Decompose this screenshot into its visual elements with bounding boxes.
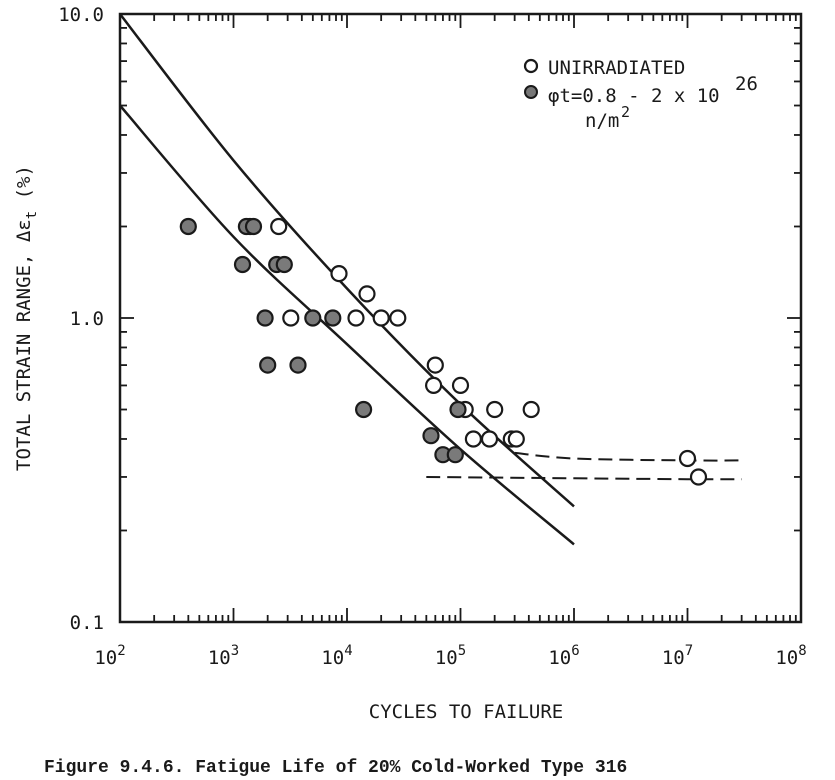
legend-filled-circle-marker bbox=[524, 85, 538, 99]
unirradiated-endurance-line bbox=[514, 451, 742, 462]
legend: UNIRRADIATED φt=0.8 - 2 x 10 26 n/m 2 bbox=[523, 57, 758, 132]
x-tick-base: 10 bbox=[662, 647, 685, 669]
irradiated-point bbox=[446, 446, 464, 464]
y-tick-label: 10.0 bbox=[58, 4, 104, 26]
unirradiated-point bbox=[507, 430, 525, 448]
unirradiated-point bbox=[689, 468, 708, 486]
x-tick-base: 10 bbox=[775, 647, 798, 669]
irradiated-point bbox=[244, 217, 263, 236]
y-tick-label: 0.1 bbox=[70, 612, 104, 634]
x-tick-exponent: 6 bbox=[571, 643, 579, 659]
irradiated-point bbox=[259, 356, 277, 374]
y-axis-label-subscript: t bbox=[24, 211, 40, 219]
x-tick-label: 105 bbox=[435, 643, 466, 669]
unirradiated-point bbox=[678, 449, 697, 468]
irradiated-point bbox=[355, 400, 373, 419]
x-tick-label: 108 bbox=[775, 643, 806, 669]
x-tick-exponent: 5 bbox=[458, 643, 466, 659]
unirradiated-point bbox=[347, 309, 365, 327]
unirradiated-point bbox=[464, 430, 482, 448]
x-tick-base: 10 bbox=[208, 647, 231, 669]
y-axis-title: TOTAL STRAIN RANGE, Δεt (%) bbox=[13, 165, 40, 471]
irradiated-point bbox=[304, 309, 322, 327]
data-points bbox=[179, 217, 708, 486]
x-axis-label: CYCLES TO FAILURE bbox=[369, 701, 563, 723]
legend-irradiated-unit: n/m bbox=[585, 110, 619, 132]
unirradiated-point bbox=[522, 400, 540, 419]
irradiated-point bbox=[179, 217, 197, 236]
irradiated-fit-line bbox=[119, 104, 575, 546]
unirradiated-point bbox=[330, 265, 348, 283]
unirradiated-point bbox=[425, 376, 443, 394]
irradiated-point bbox=[324, 309, 342, 327]
irradiated-point bbox=[275, 255, 293, 274]
y-axis-label: TOTAL STRAIN RANGE, Δε bbox=[13, 219, 35, 471]
legend-irradiated-unit-exponent: 2 bbox=[621, 103, 630, 121]
x-tick-base: 10 bbox=[548, 647, 571, 669]
axis-ticks bbox=[119, 14, 801, 623]
x-tick-label: 107 bbox=[662, 643, 693, 669]
unirradiated-point bbox=[451, 376, 470, 394]
irradiated-point bbox=[233, 255, 252, 274]
x-tick-exponent: 2 bbox=[117, 643, 125, 659]
unirradiated-point bbox=[389, 309, 407, 327]
x-tick-label: 103 bbox=[208, 643, 239, 669]
legend-irradiated-exponent: 26 bbox=[735, 73, 758, 95]
figure-caption: Figure 9.4.6. Fatigue Life of 20% Cold-W… bbox=[44, 758, 627, 778]
legend-irradiated-label: φt=0.8 - 2 x 10 bbox=[548, 85, 720, 107]
x-tick-label: 106 bbox=[548, 643, 579, 669]
unirradiated-point bbox=[486, 400, 504, 419]
irradiated-point bbox=[256, 309, 274, 327]
legend-open-circle-marker bbox=[523, 58, 539, 74]
x-tick-exponent: 4 bbox=[344, 643, 352, 659]
unirradiated-point bbox=[480, 430, 499, 448]
unirradiated-point bbox=[372, 309, 390, 327]
unirradiated-point bbox=[358, 285, 376, 303]
y-tick-labels: 0.1 1.0 10.0 bbox=[58, 4, 104, 634]
unirradiated-point bbox=[282, 309, 300, 327]
irradiated-endurance-line bbox=[426, 476, 742, 481]
x-tick-exponent: 3 bbox=[231, 643, 239, 659]
irradiated-point bbox=[289, 356, 307, 374]
irradiated-point bbox=[422, 427, 440, 445]
unirradiated-point bbox=[270, 217, 288, 236]
svg-text:TOTAL STRAIN RANGE, Δεt (%): TOTAL STRAIN RANGE, Δεt (%) bbox=[13, 165, 40, 471]
x-tick-label: 102 bbox=[94, 643, 125, 669]
x-tick-label: 104 bbox=[321, 643, 352, 669]
irradiated-point bbox=[449, 400, 467, 419]
x-tick-exponent: 7 bbox=[685, 643, 693, 659]
y-tick-label: 1.0 bbox=[70, 308, 104, 330]
x-tick-labels: 102 103 104 105 106 107 108 bbox=[94, 643, 806, 669]
x-tick-base: 10 bbox=[321, 647, 344, 669]
x-tick-base: 10 bbox=[94, 647, 117, 669]
unirradiated-point bbox=[426, 356, 444, 374]
legend-unirradiated-label: UNIRRADIATED bbox=[548, 57, 685, 79]
x-tick-base: 10 bbox=[435, 647, 458, 669]
x-tick-exponent: 8 bbox=[798, 643, 806, 659]
y-axis-label-unit: (%) bbox=[13, 165, 35, 199]
